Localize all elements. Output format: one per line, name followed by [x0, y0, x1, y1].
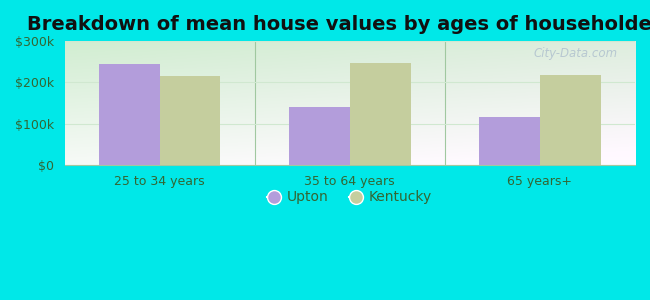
Bar [540, 75, 601, 165]
Title: Breakdown of mean house values by ages of householders: Breakdown of mean house values by ages o… [27, 15, 650, 34]
Bar [160, 76, 220, 165]
Bar [350, 63, 411, 165]
Legend: Upton, Kentucky: Upton, Kentucky [262, 185, 437, 210]
Bar [99, 64, 160, 165]
Text: City-Data.com: City-Data.com [534, 47, 618, 60]
Bar [289, 107, 350, 165]
Bar [479, 118, 540, 165]
